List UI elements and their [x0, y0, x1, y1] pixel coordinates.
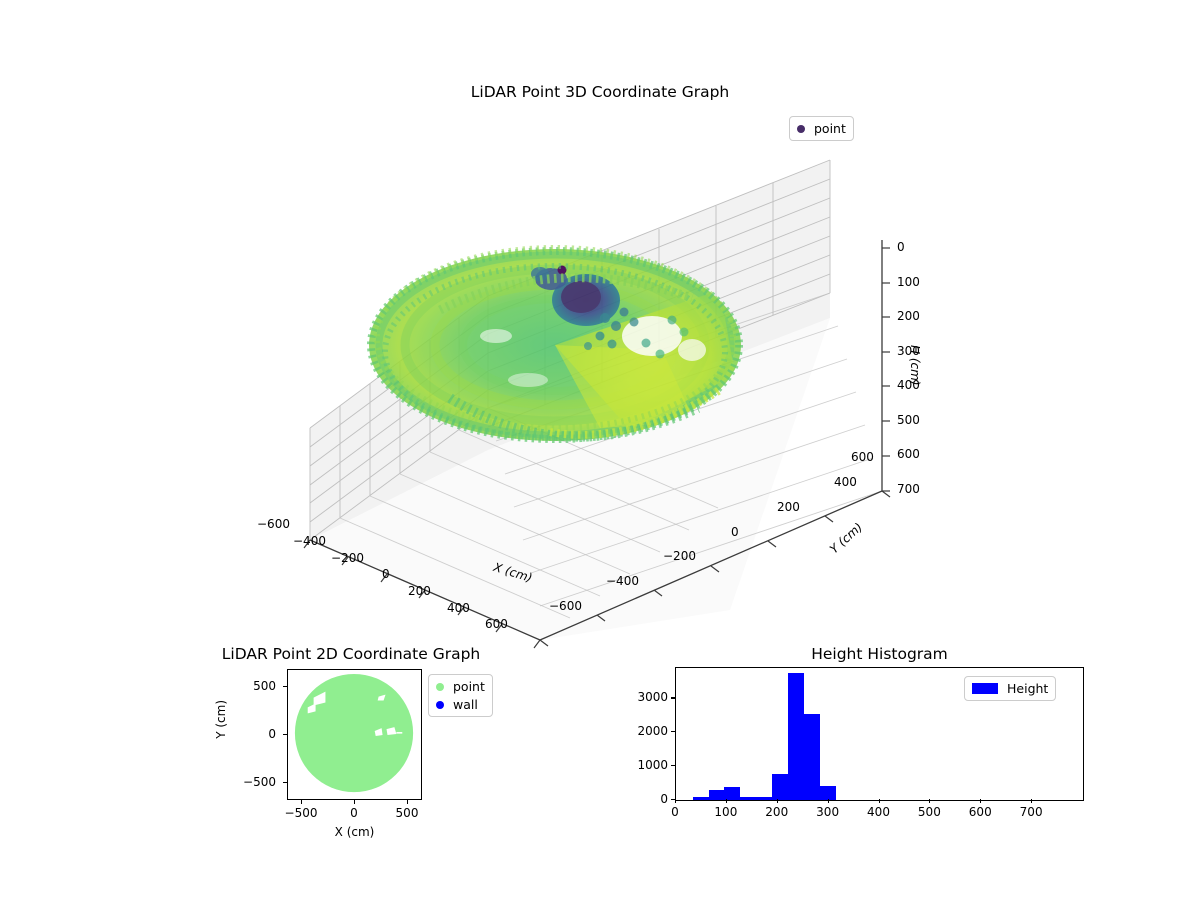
tick-z3-7: 700 [897, 482, 920, 496]
chart-3d-title: LiDAR Point 3D Coordinate Graph [470, 83, 730, 101]
tick-y3-3: 0 [731, 525, 739, 539]
tick-2d-x-0: −500 [284, 806, 318, 820]
legend-item-point: point [797, 121, 846, 136]
tick-x3-1: −400 [293, 534, 326, 548]
tick-y3-1: −400 [606, 574, 639, 588]
point-cloud-2d [294, 673, 414, 793]
tick-y3-2: −200 [663, 549, 696, 563]
legend-marker-point-icon [797, 124, 805, 133]
hist-tick-y-mark [671, 697, 675, 699]
hist-tick-x-mark [776, 799, 778, 803]
tick-z3-0: 0 [897, 240, 905, 254]
tick-2d-x-1: 0 [350, 806, 358, 820]
tick-y3-4: 200 [777, 500, 800, 514]
axis-label-y-2d: Y (cm) [214, 700, 228, 739]
legend-label-wall-2d: wall [453, 697, 478, 712]
hist-tick-y-3: 3000 [637, 690, 668, 705]
tick-2d-y-0: 500 [253, 679, 276, 693]
legend-3d[interactable]: point [789, 116, 854, 141]
tick-y3-5: 400 [834, 475, 857, 489]
axis-ticks-x3 [303, 539, 541, 649]
tick-2d-x0-mark [301, 800, 303, 804]
hist-tick-y-mark [671, 765, 675, 767]
hist-tick-x-0: 0 [671, 805, 679, 819]
tick-2d-y0-mark [283, 686, 287, 688]
hist-tick-x-mark [1031, 799, 1033, 803]
tick-x3-0: −600 [257, 517, 290, 531]
hist-tick-x-2: 200 [765, 805, 789, 819]
chart-hist-axes[interactable] [675, 667, 1084, 801]
hist-bar [787, 673, 804, 800]
legend-label-height: Height [1007, 681, 1049, 696]
legend-2d[interactable]: point wall [428, 674, 493, 717]
hist-tick-x-mark [725, 799, 727, 803]
tick-x3-4: 200 [408, 584, 431, 598]
tick-z3-3: 300 [897, 344, 920, 358]
tick-y3-6: 600 [851, 450, 874, 464]
tick-z3-6: 600 [897, 447, 920, 461]
axis-label-x-2d: X (cm) [334, 825, 375, 839]
hist-bar [740, 797, 756, 800]
hist-tick-x-mark [675, 799, 677, 803]
legend-item-point-2d: point [436, 679, 485, 694]
tick-z3-5: 500 [897, 413, 920, 427]
hist-tick-x-7: 700 [1019, 805, 1043, 819]
tick-y3-0: −600 [549, 599, 582, 613]
legend-hist[interactable]: Height [964, 676, 1057, 701]
tick-2d-y1-mark [283, 734, 287, 736]
axis-label-z-3d: H (cm) [908, 345, 922, 386]
tick-2d-x2-mark [407, 800, 409, 804]
hist-tick-x-5: 500 [917, 805, 941, 819]
legend-item-wall-2d: wall [436, 697, 485, 712]
legend-marker-point-icon [436, 682, 444, 691]
hist-bar [692, 797, 709, 800]
hist-bar [819, 785, 837, 800]
chart-3d-canvas [303, 159, 891, 649]
hist-tick-x-mark [878, 799, 880, 803]
legend-label-point: point [814, 121, 846, 136]
hist-tick-y-1: 1000 [637, 758, 668, 773]
legend-marker-wall-icon [436, 700, 444, 709]
tick-x3-3: 0 [382, 567, 390, 581]
hist-bar-group [676, 668, 1083, 800]
hist-bar [755, 797, 773, 800]
hist-tick-y-mark [671, 731, 675, 733]
hist-bar [772, 774, 788, 800]
hist-tick-y-mark [671, 799, 675, 801]
tick-2d-x1-mark [354, 800, 356, 804]
tick-2d-y-2: −500 [243, 775, 276, 789]
hist-bar [803, 713, 820, 800]
tick-2d-y2-mark [283, 782, 287, 784]
tick-z3-4: 400 [897, 378, 920, 392]
hist-tick-y-0: 0 [660, 792, 668, 806]
tick-z3-2: 200 [897, 309, 920, 323]
tick-x3-2: −200 [331, 551, 364, 565]
hist-tick-x-4: 400 [867, 805, 890, 819]
axis-ticks-z3 [882, 247, 890, 492]
point-cloud-3d [367, 245, 743, 443]
hist-bar [708, 789, 725, 800]
chart-hist-title: Height Histogram [811, 645, 948, 663]
legend-item-height: Height [972, 681, 1048, 696]
chart-2d-title: LiDAR Point 2D Coordinate Graph [221, 645, 481, 663]
hist-tick-x-mark [980, 799, 982, 803]
hist-tick-x-6: 600 [968, 805, 992, 819]
tick-x3-6: 600 [485, 617, 508, 631]
tick-z3-1: 100 [897, 275, 920, 289]
hist-tick-x-mark [929, 799, 931, 803]
hist-tick-y-2: 2000 [637, 724, 668, 739]
hist-tick-x-mark [827, 799, 829, 803]
hist-tick-x-1: 100 [714, 805, 738, 819]
tick-x3-5: 400 [447, 601, 470, 615]
tick-2d-x-2: 500 [395, 806, 419, 820]
hist-bar [724, 786, 741, 800]
legend-swatch-height-icon [972, 683, 998, 694]
axis-ticks-y3 [539, 490, 891, 647]
legend-label-point-2d: point [453, 679, 485, 694]
hist-tick-x-3: 300 [816, 805, 840, 819]
chart-2d-axes[interactable] [287, 669, 422, 800]
chart-3d-axes[interactable]: −600 −400 −200 0 200 400 600 −600 −400 −… [257, 140, 940, 649]
tick-2d-y-1: 0 [268, 727, 276, 741]
